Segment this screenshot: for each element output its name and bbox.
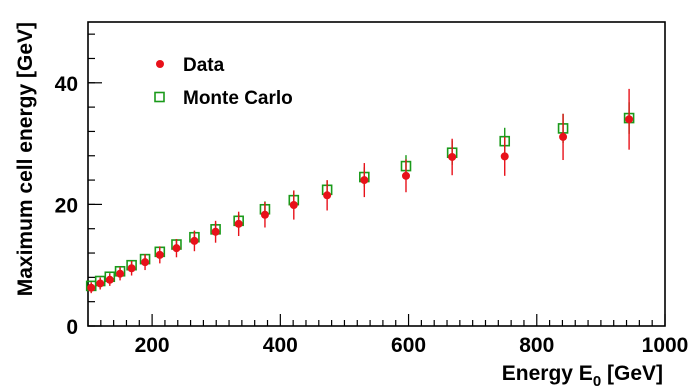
data-point <box>323 191 332 200</box>
data-point <box>127 264 136 273</box>
data-point <box>360 176 369 185</box>
data-point <box>234 219 243 228</box>
data-point <box>448 152 457 161</box>
x-tick-label: 1000 <box>642 334 689 357</box>
y-axis-title: Maximum cell energy [GeV] <box>14 22 37 296</box>
legend-label-monte-carlo: Monte Carlo <box>183 88 293 109</box>
legend-entry-monte-carlo: Monte Carlo <box>154 88 293 109</box>
data-point <box>116 269 125 278</box>
x-axis-title-main: Energy E <box>502 362 593 385</box>
legend-marker-monte-carlo <box>154 91 165 103</box>
data-point <box>96 279 105 288</box>
data-point <box>500 152 509 161</box>
data-point <box>625 115 634 124</box>
legend-entry-data: Data <box>156 55 225 76</box>
data-point <box>155 250 164 259</box>
x-axis-title-subscript: 0 <box>593 373 601 390</box>
data-point <box>289 201 298 210</box>
y-tick-label: 20 <box>55 194 78 217</box>
plot-frame <box>87 21 666 327</box>
x-axis-title: Energy E0 [GeV] <box>502 362 663 390</box>
data-point <box>190 236 199 245</box>
data-point <box>211 227 220 236</box>
x-tick-label: 400 <box>263 334 298 357</box>
data-point <box>105 275 114 284</box>
data-marks <box>85 88 635 294</box>
data-point <box>141 258 150 267</box>
axis-tick-labels: 200 400 600 800 1000 0 20 40 <box>55 73 689 357</box>
data-point <box>260 210 269 219</box>
x-axis-title-unit: [GeV] <box>601 362 663 385</box>
data-point <box>401 171 410 180</box>
x-tick-label: 800 <box>519 334 554 357</box>
data-point <box>172 244 181 253</box>
legend-marker-data <box>156 60 164 68</box>
legend-label-data: Data <box>183 55 225 76</box>
y-tick-label: 0 <box>66 316 78 339</box>
x-tick-label: 600 <box>391 334 426 357</box>
data-point <box>559 132 568 141</box>
legend: Data Monte Carlo <box>154 55 293 109</box>
data-point <box>87 283 96 292</box>
x-tick-label: 200 <box>135 334 170 357</box>
axis-ticks <box>87 33 666 327</box>
y-tick-label: 40 <box>55 73 78 96</box>
